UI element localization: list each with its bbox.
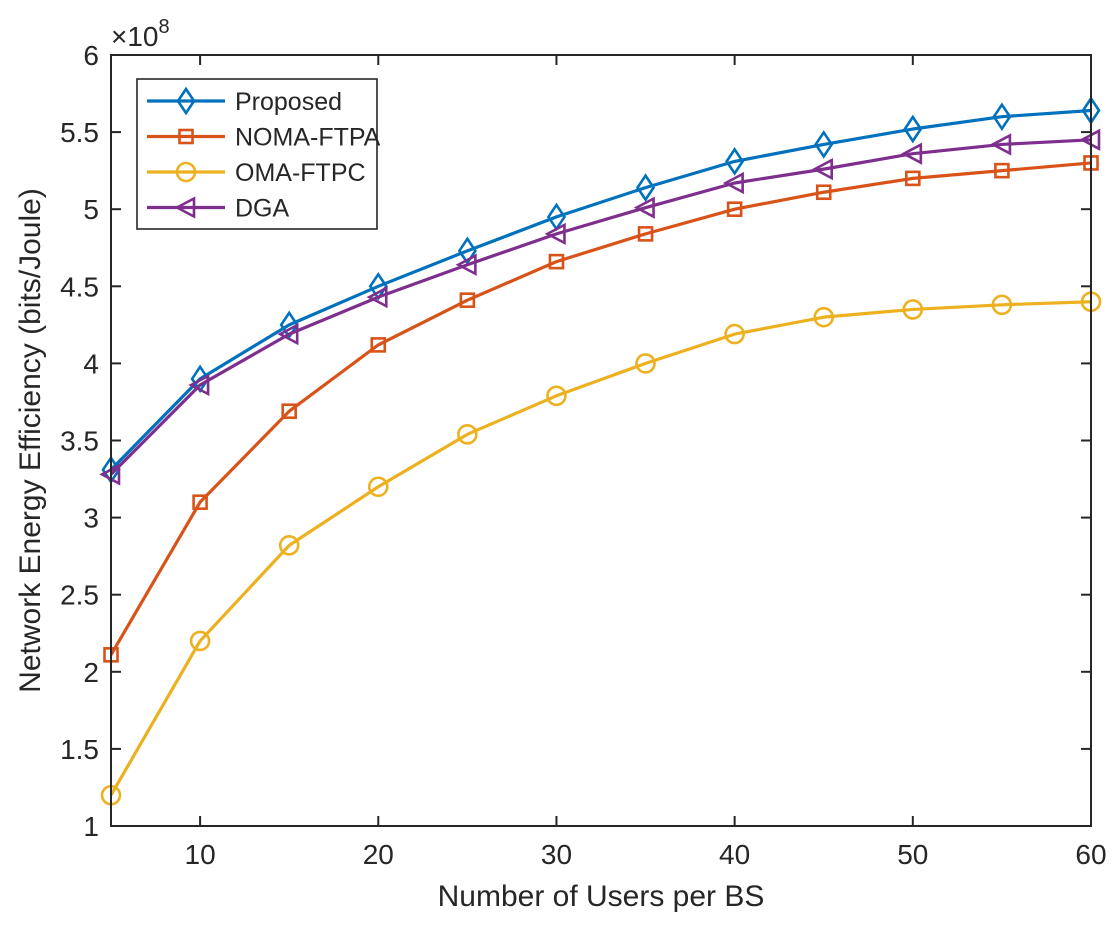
- data-point: [991, 294, 1013, 316]
- x-tick-label: 10: [185, 839, 216, 870]
- data-point: [548, 253, 565, 270]
- data-point: [635, 173, 656, 202]
- data-point: [455, 253, 477, 276]
- data-point: [815, 184, 832, 201]
- data-point: [279, 310, 299, 340]
- y-tick-label: 5: [83, 194, 99, 225]
- legend-label: NOMA-FTPA: [235, 124, 381, 152]
- y-tick-label: 3: [83, 503, 99, 534]
- legend-entry: DGA: [147, 195, 290, 223]
- data-point: [370, 337, 387, 353]
- data-point: [278, 535, 300, 556]
- data-point: [902, 299, 924, 320]
- series-layer: [99, 96, 1102, 806]
- data-point: [992, 102, 1012, 132]
- y-axis-label: Network Energy Efficiency (bits/Joule): [14, 188, 47, 693]
- y-axis-multiplier: ×108: [111, 16, 170, 52]
- legend-entry: Proposed: [147, 86, 342, 116]
- legend-entry: NOMA-FTPA: [147, 124, 381, 152]
- series-line: [109, 108, 1092, 471]
- data-point: [281, 403, 297, 420]
- legend-entry: OMA-FTPC: [147, 159, 366, 187]
- y-tick-label: 4.5: [60, 271, 99, 302]
- x-tick-label: 40: [719, 839, 750, 870]
- y-tick-label: 6: [83, 40, 99, 71]
- data-point: [189, 630, 211, 652]
- y-tick-label: 3.5: [60, 426, 99, 457]
- data-point: [544, 222, 566, 246]
- y-multiplier-base: ×10: [111, 21, 159, 52]
- x-tick-label: 50: [897, 839, 928, 870]
- data-point: [457, 424, 478, 445]
- legend-marker: [175, 161, 197, 183]
- x-tick-label: 20: [363, 839, 394, 870]
- data-point: [725, 147, 745, 176]
- data-point: [814, 130, 834, 159]
- data-point: [726, 201, 743, 217]
- data-point: [813, 306, 835, 328]
- legend-marker: [178, 128, 194, 145]
- data-point: [905, 170, 921, 187]
- data-point: [459, 292, 476, 308]
- y-tick-label: 1.5: [60, 734, 99, 765]
- series-proposed: [101, 96, 1101, 485]
- x-axis-label: Number of Users per BS: [438, 880, 765, 913]
- data-point: [367, 476, 389, 498]
- x-tick-label: 30: [541, 839, 572, 870]
- y-tick-label: 5.5: [60, 117, 99, 148]
- data-point: [635, 353, 656, 374]
- data-point: [633, 196, 655, 219]
- data-point: [188, 373, 210, 397]
- legend-marker: [174, 196, 196, 219]
- y-multiplier-exponent: 8: [159, 16, 170, 38]
- y-tick-label: 1: [83, 811, 99, 842]
- data-point: [277, 322, 299, 346]
- legend-box: [136, 78, 378, 230]
- y-tick-label: 2: [83, 657, 99, 688]
- data-point: [546, 385, 567, 407]
- data-point: [457, 236, 477, 266]
- data-point: [192, 494, 208, 510]
- legend-label: OMA-FTPC: [235, 159, 366, 187]
- data-point: [637, 226, 654, 242]
- series-noma-ftpa: [103, 155, 1099, 663]
- data-point: [724, 323, 745, 345]
- y-tick-label: 4: [83, 348, 99, 379]
- legend-marker: [176, 86, 196, 116]
- data-point: [366, 285, 388, 309]
- series-line: [109, 161, 1092, 656]
- data-point: [903, 114, 923, 144]
- data-point: [990, 133, 1012, 156]
- legend-label: Proposed: [235, 88, 342, 116]
- x-tick-label: 60: [1075, 839, 1106, 870]
- data-point: [994, 162, 1010, 179]
- data-point: [901, 142, 923, 165]
- series-line: [109, 300, 1092, 796]
- y-tick-label: 2.5: [60, 580, 99, 611]
- legend-label: DGA: [235, 195, 290, 223]
- tick-labels: 10 20 30 40 50 60 1 1.5 2 2.5 3 3.5 4 4.5 5 5.5 6: [60, 40, 1107, 870]
- series-dga: [99, 128, 1101, 486]
- tick-marks: [111, 54, 1092, 827]
- data-point: [811, 157, 834, 181]
- data-point: [722, 171, 744, 195]
- legend: Proposed NOMA-FTPA OMA-FTPC DGA: [136, 78, 381, 230]
- series-line: [109, 138, 1092, 476]
